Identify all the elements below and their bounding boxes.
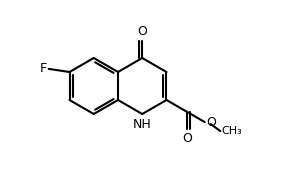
Text: CH₃: CH₃ — [221, 126, 242, 136]
Text: O: O — [182, 132, 192, 145]
Text: F: F — [40, 62, 47, 75]
Text: NH: NH — [133, 118, 151, 131]
Text: O: O — [206, 116, 217, 129]
Text: O: O — [137, 25, 147, 38]
